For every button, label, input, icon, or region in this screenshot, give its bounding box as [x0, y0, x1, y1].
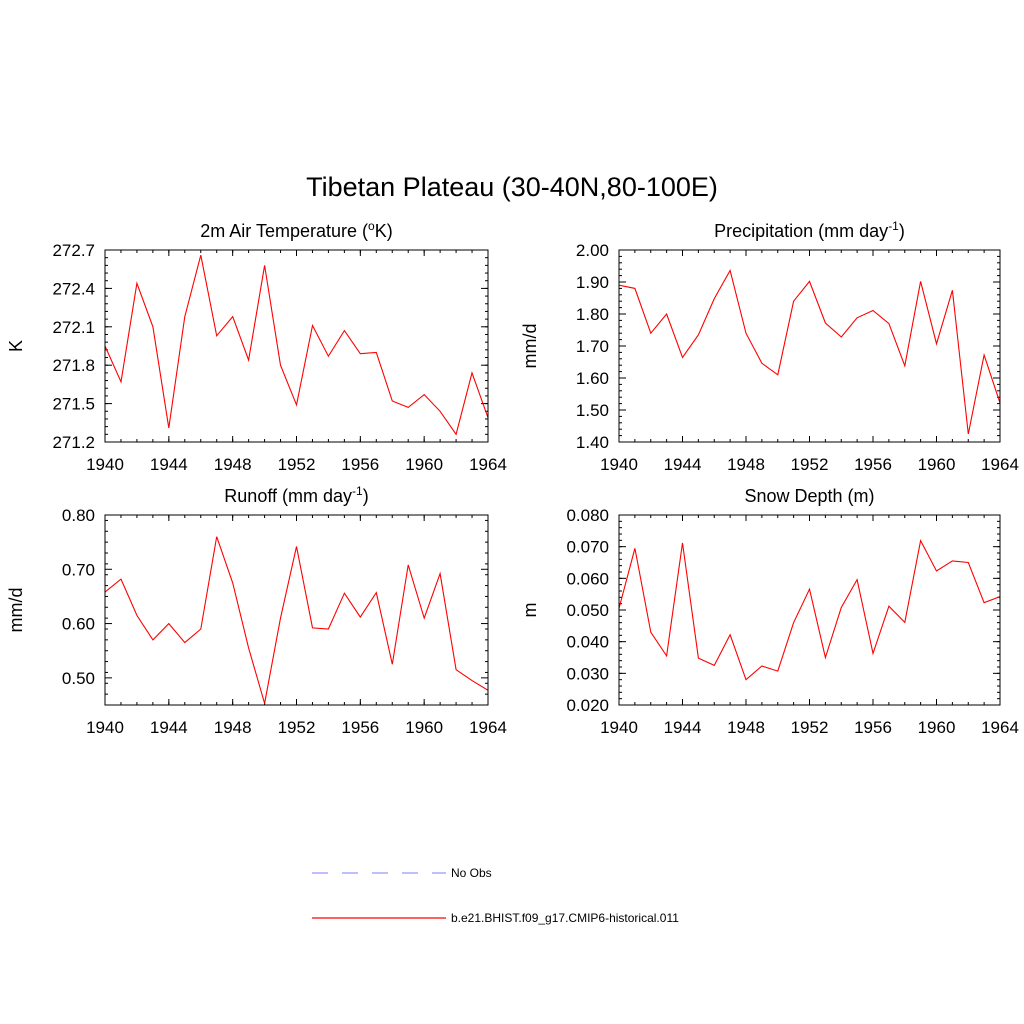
legend-label: b.e21.BHIST.f09_g17.CMIP6-historical.011: [451, 911, 679, 925]
y-tick-label: 272.4: [52, 279, 95, 298]
chart-panel-2: 1940 1944 1948 1952 1956 1960 1964 1.40 1.50 1.60…: [520, 219, 1019, 474]
plot-frame: [104, 514, 489, 706]
x-tick-label: 1960: [918, 455, 956, 474]
panel-title: Snow Depth (m): [744, 486, 874, 506]
y-axis-label: m: [520, 603, 540, 618]
panel-title: 2m Air Temperature (oK): [200, 219, 392, 241]
legend: No Obs b.e21.BHIST.f09_g17.CMIP6-historic…: [312, 866, 679, 925]
x-tick-label: 1960: [405, 455, 443, 474]
y-tick-label: 271.5: [52, 395, 95, 414]
x-tick-label: 1956: [854, 718, 892, 737]
series-line-1: [105, 254, 488, 436]
x-tick-label: 1956: [341, 718, 379, 737]
x-tick-label: 1960: [918, 718, 956, 737]
panel-title: Runoff (mm day-1): [224, 484, 368, 506]
x-tick-label: 1944: [664, 718, 702, 737]
legend-label: No Obs: [451, 866, 492, 880]
y-tick-label: 0.60: [62, 615, 95, 634]
panel-title: Precipitation (mm day-1): [714, 219, 905, 241]
x-tick-label: 1952: [278, 718, 316, 737]
y-tick-label: 0.020: [566, 696, 609, 715]
x-tick-label: 1964: [469, 718, 507, 737]
series-line-1: [105, 536, 488, 704]
y-tick-label: 271.2: [52, 433, 95, 452]
x-tick-label: 1964: [469, 455, 507, 474]
y-axis-label: K: [6, 340, 26, 352]
x-tick-label: 1940: [86, 455, 124, 474]
x-tick-label: 1948: [214, 455, 252, 474]
chart-panel-3: 1940 1944 1948 1952 1956 1960 1964 0.50 0.60 0.70…: [6, 484, 507, 737]
figure-title: Tibetan Plateau (30-40N,80-100E): [306, 172, 718, 202]
x-tick-label: 1944: [664, 455, 702, 474]
y-tick-label: 0.050: [566, 601, 609, 620]
y-tick-label: 0.060: [566, 569, 609, 588]
x-tick-label: 1964: [981, 718, 1019, 737]
y-tick-label: 0.030: [566, 664, 609, 683]
y-tick-label: 272.7: [52, 241, 95, 260]
x-tick-label: 1952: [791, 718, 829, 737]
y-tick-label: 1.40: [576, 433, 609, 452]
plot-frame: [104, 249, 489, 443]
y-tick-label: 0.80: [62, 506, 95, 525]
y-tick-label: 1.50: [576, 401, 609, 420]
y-tick-label: 1.90: [576, 273, 609, 292]
x-tick-label: 1940: [600, 718, 638, 737]
y-tick-label: 271.8: [52, 356, 95, 375]
x-tick-label: 1944: [150, 718, 188, 737]
panels-group: 1940 1944 1948 1952 1956 1960 1964 271.2 271.5 27…: [6, 219, 1019, 737]
x-tick-label: 1944: [150, 455, 188, 474]
y-tick-label: 0.040: [566, 633, 609, 652]
series-line-1: [619, 538, 1000, 681]
series-line-1: [619, 269, 1000, 435]
x-tick-label: 1948: [727, 455, 765, 474]
legend-item-2: b.e21.BHIST.f09_g17.CMIP6-historical.011: [312, 911, 679, 925]
x-tick-label: 1956: [854, 455, 892, 474]
x-tick-label: 1952: [278, 455, 316, 474]
chart-panel-1: 1940 1944 1948 1952 1956 1960 1964 271.2 271.5 27…: [6, 219, 507, 474]
x-tick-label: 1960: [405, 718, 443, 737]
y-axis-label: mm/d: [6, 588, 26, 633]
y-tick-label: 1.70: [576, 337, 609, 356]
y-tick-label: 0.070: [566, 538, 609, 557]
y-tick-label: 1.60: [576, 369, 609, 388]
y-tick-label: 1.80: [576, 305, 609, 324]
legend-item-1: No Obs: [312, 866, 492, 880]
plot-frame: [618, 249, 1001, 443]
x-tick-label: 1956: [341, 455, 379, 474]
plot-frame: [618, 514, 1001, 706]
chart-panel-4: 1940 1944 1948 1952 1956 1960 1964 0.020 0.030 0.…: [520, 486, 1019, 737]
y-tick-label: 2.00: [576, 241, 609, 260]
x-tick-label: 1948: [727, 718, 765, 737]
x-tick-label: 1964: [981, 455, 1019, 474]
x-tick-label: 1940: [86, 718, 124, 737]
y-tick-label: 0.70: [62, 560, 95, 579]
y-tick-label: 0.50: [62, 669, 95, 688]
x-tick-label: 1948: [214, 718, 252, 737]
x-tick-label: 1952: [791, 455, 829, 474]
y-axis-label: mm/d: [520, 324, 540, 369]
y-tick-label: 0.080: [566, 506, 609, 525]
y-tick-label: 272.1: [52, 318, 95, 337]
x-tick-label: 1940: [600, 455, 638, 474]
